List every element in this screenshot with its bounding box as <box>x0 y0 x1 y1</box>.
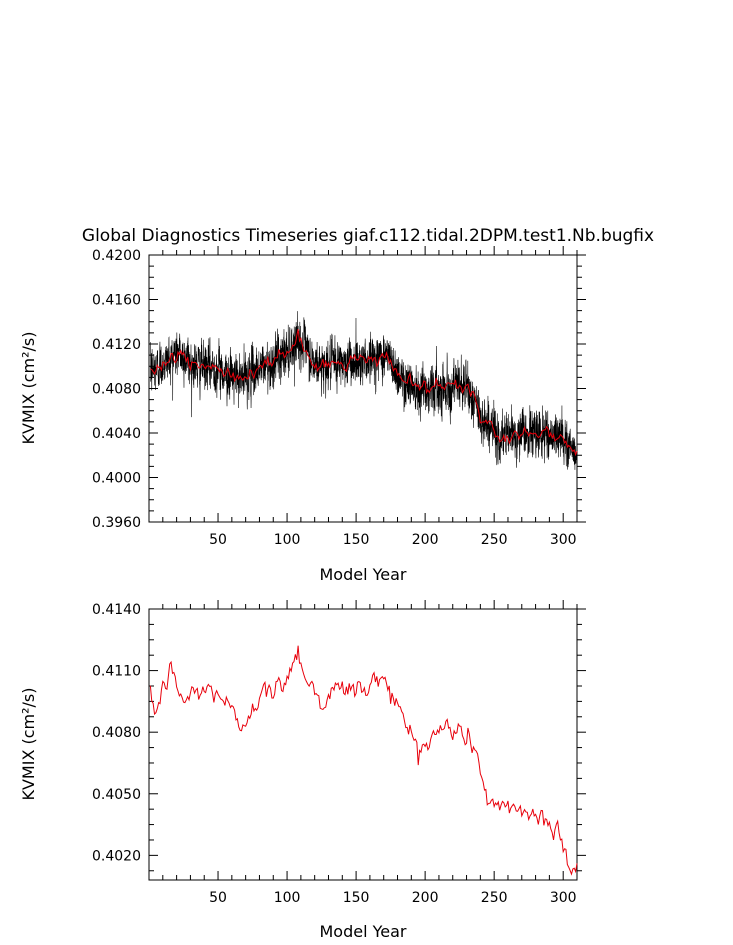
bottom-y-axis-label: KVMIX (cm²/s) <box>19 687 38 800</box>
top-y-tick-labels: 0.3960 0.4000 0.4040 0.4080 0.4120 0.4160 0.42… <box>92 248 141 531</box>
x-tick-label: 300 <box>550 532 577 548</box>
annual-mean-series-line <box>150 329 578 457</box>
x-tick-label: 150 <box>343 890 370 906</box>
bottom-plot-frame <box>148 608 578 881</box>
monthly-series-line <box>150 311 578 470</box>
y-tick-label: 0.4040 <box>92 426 141 442</box>
top-y-axis-label: KVMIX (cm²/s) <box>19 331 38 444</box>
top-plot-frame <box>148 254 578 523</box>
y-tick-label: 0.4120 <box>92 337 141 353</box>
chart-title: Global Diagnostics Timeseries giaf.c112.… <box>82 226 654 246</box>
x-tick-label: 50 <box>209 890 227 906</box>
y-tick-label: 0.4080 <box>92 725 141 741</box>
bottom-ticks <box>149 600 586 880</box>
x-tick-label: 200 <box>412 532 439 548</box>
y-tick-label: 0.4200 <box>92 248 141 264</box>
x-tick-label: 100 <box>274 890 301 906</box>
top-x-tick-labels: 50 100 150 200 250 300 <box>209 532 576 548</box>
y-tick-label: 0.4080 <box>92 382 141 398</box>
bottom-series <box>149 645 578 876</box>
y-tick-label: 0.4050 <box>92 787 141 803</box>
x-tick-label: 200 <box>412 890 439 906</box>
bottom-chart: 50 100 150 200 250 300 0.4020 0.4050 0.4080 0.41… <box>19 600 586 941</box>
x-tick-label: 250 <box>481 532 508 548</box>
x-tick-label: 150 <box>343 532 370 548</box>
y-tick-label: 0.4160 <box>92 293 141 309</box>
y-tick-label: 0.4140 <box>92 602 141 618</box>
y-tick-label: 0.4000 <box>92 471 141 487</box>
x-tick-label: 250 <box>481 890 508 906</box>
bottom-x-tick-labels: 50 100 150 200 250 300 <box>209 890 576 906</box>
top-x-axis-label: Model Year <box>320 565 407 584</box>
x-tick-label: 300 <box>550 890 577 906</box>
bottom-x-axis-label: Model Year <box>320 922 407 941</box>
y-tick-label: 0.4020 <box>92 848 141 864</box>
top-chart: Global Diagnostics Timeseries giaf.c112.… <box>19 226 654 584</box>
y-tick-label: 0.3960 <box>92 515 141 531</box>
x-tick-label: 100 <box>274 532 301 548</box>
annual-mean-series-line <box>149 645 578 876</box>
top-series <box>150 311 578 470</box>
bottom-y-tick-labels: 0.4020 0.4050 0.4080 0.4110 0.4140 <box>92 602 141 864</box>
top-ticks <box>149 246 586 523</box>
x-tick-label: 50 <box>209 532 227 548</box>
y-tick-label: 0.4110 <box>92 664 141 680</box>
